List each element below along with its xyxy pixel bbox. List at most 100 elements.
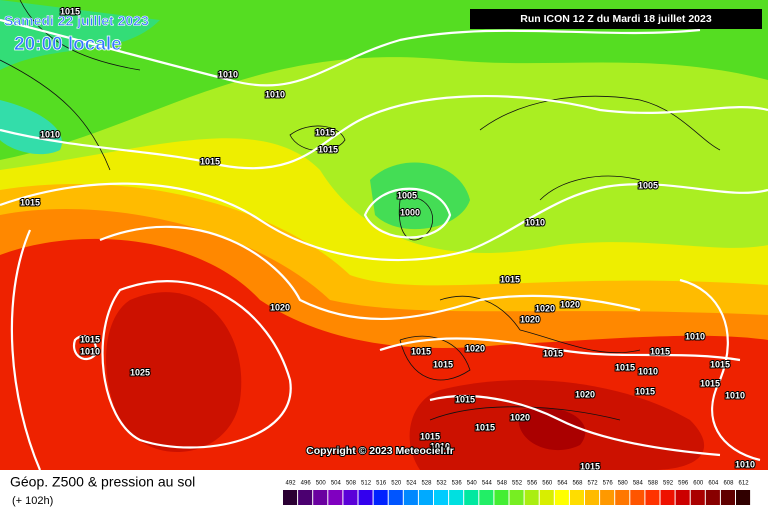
color-scale: 492 496 500 504 508 512 516 520 524 528 532 536 540 5… <box>283 481 751 505</box>
isobar-label: 1010 <box>638 366 658 376</box>
scale-swatch <box>509 490 524 505</box>
scale-swatch <box>630 490 645 505</box>
isobar-label: 1010 <box>735 459 755 469</box>
isobar-label: 1010 <box>685 331 705 341</box>
scale-label: 544 <box>482 481 493 487</box>
copyright: Copyright © 2023 Meteociel.fr <box>306 445 454 457</box>
footer-title: Géop. Z500 & pression au sol <box>10 474 195 490</box>
isobar-label: 1010 <box>80 346 100 356</box>
isobar-label: 1015 <box>455 394 475 404</box>
isobar-label: 1010 <box>725 390 745 400</box>
scale-swatch <box>434 490 449 505</box>
isobar-label: 1000 <box>400 207 420 217</box>
scale-swatch <box>388 490 403 505</box>
isobar-label: 1015 <box>80 334 100 344</box>
isobar-label: 1015 <box>700 378 720 388</box>
scale-label: 496 <box>301 481 312 487</box>
scale-label: 572 <box>588 481 599 487</box>
scale-swatch <box>585 490 600 505</box>
scale-label: 592 <box>663 481 674 487</box>
scale-swatch <box>615 490 630 505</box>
run-info: Run ICON 12 Z du Mardi 18 juillet 2023 <box>520 13 712 25</box>
scale-swatch <box>358 490 373 505</box>
scale-swatch <box>645 490 660 505</box>
isobar-label: 1015 <box>60 6 80 16</box>
isobar-label: 1015 <box>650 346 670 356</box>
isobar-label: 1015 <box>500 274 520 284</box>
scale-swatch <box>449 490 464 505</box>
scale-swatch <box>373 490 388 505</box>
isobar-label: 1010 <box>218 69 238 79</box>
scale-label: 604 <box>708 481 719 487</box>
scale-label: 588 <box>648 481 659 487</box>
scale-swatch <box>705 490 720 505</box>
scale-swatch <box>403 490 418 505</box>
isobar-label: 1025 <box>130 367 150 377</box>
scale-swatch <box>524 490 539 505</box>
isobar-label: 1005 <box>638 180 658 190</box>
isobar-label: 1015 <box>615 362 635 372</box>
isobar-label: 1020 <box>560 299 580 309</box>
scale-swatch <box>539 490 554 505</box>
scale-swatch <box>569 490 584 505</box>
isobar-label: 1015 <box>580 461 600 471</box>
isobar-label: 1020 <box>270 302 290 312</box>
isobar-label: 1015 <box>635 386 655 396</box>
background <box>0 0 768 471</box>
run-box <box>470 9 762 29</box>
scale-label: 548 <box>497 481 508 487</box>
scale-label: 500 <box>316 481 327 487</box>
isobar-label: 1015 <box>475 422 495 432</box>
scale-swatch <box>494 490 509 505</box>
isobar-label: 1015 <box>433 359 453 369</box>
isobar-label: 1010 <box>430 441 450 451</box>
scale-label: 516 <box>376 481 387 487</box>
scale-label: 520 <box>391 481 402 487</box>
scale-label: 608 <box>723 481 734 487</box>
isobar-label: 1015 <box>315 127 335 137</box>
scale-swatch <box>675 490 690 505</box>
scale-label: 564 <box>557 481 568 487</box>
scale-label: 552 <box>512 481 523 487</box>
scale-swatch <box>464 490 479 505</box>
isobar-label: 1015 <box>420 431 440 441</box>
scale-swatch <box>736 490 751 505</box>
footer-subtitle: (+ 102h) <box>12 495 53 507</box>
isobar-label: 1020 <box>535 303 555 313</box>
isobar-label: 1020 <box>510 412 530 422</box>
isobar-label: 1015 <box>318 144 338 154</box>
scale-label: 508 <box>346 481 357 487</box>
isobar-label: 1010 <box>265 89 285 99</box>
scale-swatch <box>298 490 313 505</box>
isobar-label: 1015 <box>20 197 40 207</box>
scale-label: 576 <box>603 481 614 487</box>
scale-label: 504 <box>331 481 342 487</box>
scale-swatch <box>600 490 615 505</box>
isobar-label: 1020 <box>520 314 540 324</box>
scale-swatch <box>720 490 735 505</box>
scale-swatch <box>690 490 705 505</box>
scale-label: 600 <box>693 481 704 487</box>
isobar-label: 1010 <box>525 217 545 227</box>
isobar-label: 1020 <box>575 389 595 399</box>
isobar-label: 1015 <box>200 156 220 166</box>
isobar-label: 1005 <box>397 190 417 200</box>
scale-label: 492 <box>286 481 297 487</box>
scale-label: 612 <box>739 481 750 487</box>
scale-swatch <box>328 490 343 505</box>
scale-swatch <box>418 490 433 505</box>
scale-swatch <box>554 490 569 505</box>
scale-label: 596 <box>678 481 689 487</box>
scale-label: 560 <box>542 481 553 487</box>
scale-swatch <box>343 490 358 505</box>
scale-swatch <box>283 490 298 505</box>
date: Samedi 22 juillet 2023 <box>4 13 149 29</box>
isobar-label: 1015 <box>710 359 730 369</box>
isobar-label: 1010 <box>40 129 60 139</box>
scale-label: 512 <box>361 481 372 487</box>
isobars <box>0 18 768 471</box>
scale-label: 580 <box>618 481 629 487</box>
scale-swatch <box>660 490 675 505</box>
